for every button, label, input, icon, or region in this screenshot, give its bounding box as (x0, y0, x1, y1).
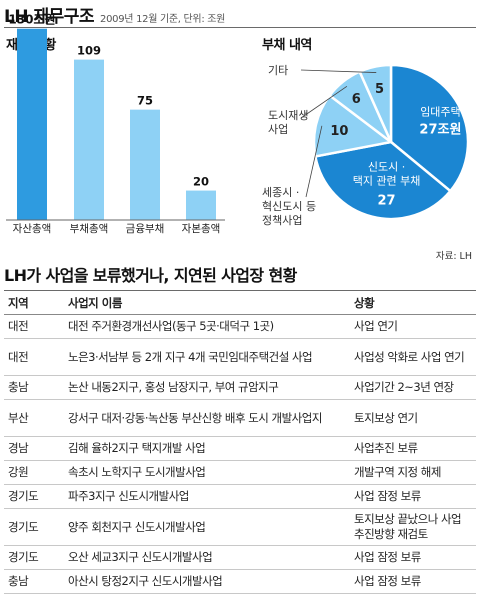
cell-region: 경기도 (4, 484, 64, 509)
cell-region: 경기도 (4, 545, 64, 570)
table-title: LH가 사업을 보류했거나, 지연된 사업장 현황 (4, 266, 297, 285)
pie-leader-line (300, 69, 377, 73)
pie-slice-value: 27 (378, 193, 396, 208)
cell-project: 아산시 탕정2지구 신도시개발사업 (64, 569, 350, 594)
cell-region: 경기도 (4, 508, 64, 546)
cell-status: 사업 연기 (350, 314, 476, 339)
cell-project: 논산 내동2지구, 홍성 남장지구, 부여 규암지구 (64, 375, 350, 400)
table-rule (4, 290, 476, 291)
bar-category-label: 금융부채 (126, 223, 165, 235)
cell-project: 김해 율하2지구 택지개발 사업 (64, 436, 350, 461)
cell-project: 양주 회천지구 신도시개발사업 (64, 508, 350, 546)
pie-leader-line (305, 125, 323, 198)
table-body: 대전 대전 주거환경개선사업(동구 5곳·대덕구 1곳) 사업 연기 대전 노은3·서남… (4, 314, 476, 594)
cell-status: 사업성 악화로 사업 연기 (350, 338, 476, 376)
header-rule (4, 27, 476, 28)
bar-value-label: 130조원 (8, 13, 55, 27)
pie-external-label: 세종시 · 혁신도시 등 정책사업 (262, 186, 316, 227)
pie-slice-value: 27조원 (419, 123, 461, 138)
table-row: 강원 속초시 노학지구 도시개발사업 개발구역 지정 해제 (4, 460, 476, 485)
pie-external-label: 기타 (268, 64, 288, 77)
table-header-row: 지역 사업지 이름 상황 (4, 292, 476, 315)
table-row: 충남 논산 내동2지구, 홍성 남장지구, 부여 규암지구 사업기간 2~3년 연장 (4, 375, 476, 400)
cell-region: 대전 (4, 314, 64, 339)
pie-slice-value: 5 (375, 82, 384, 97)
cell-region: 대전 (4, 338, 64, 376)
cell-region: 충남 (4, 569, 64, 594)
pie-slice-label: 임대주택 (420, 106, 460, 119)
cell-region: 부산 (4, 399, 64, 437)
cell-region: 경남 (4, 436, 64, 461)
pie-slice-value: 6 (352, 92, 361, 107)
cell-project: 파주3지구 신도시개발사업 (64, 484, 350, 509)
cell-status: 사업 잠정 보류 (350, 569, 476, 594)
header: LH 재무구조 2009년 12월 기준, 단위: 조원 (4, 2, 226, 27)
cell-status: 사업기간 2~3년 연장 (350, 375, 476, 400)
table-row: 충남 아산시 탕정2지구 신도시개발사업 사업 잠정 보류 (4, 569, 476, 594)
pie-slice-0 (389, 63, 470, 193)
bar-0 (17, 28, 47, 221)
pie-slice-1 (313, 140, 453, 221)
cell-status: 사업 잠정 보류 (350, 484, 476, 509)
cell-project: 속초시 노학지구 도시개발사업 (64, 460, 350, 485)
bar-category-label: 부채총액 (70, 223, 109, 235)
cell-status: 토지보상 연기 (350, 399, 476, 437)
table-row: 경기도 오산 세교3지구 신도시개발사업 사업 잠정 보류 (4, 545, 476, 570)
cell-status: 토지보상 끝났으나 사업 추진방향 재검토 (350, 508, 476, 546)
table-row: 경기도 양주 회천지구 신도시개발사업 토지보상 끝났으나 사업 추진방향 재검토 (4, 508, 476, 546)
table-row: 대전 대전 주거환경개선사업(동구 5곳·대덕구 1곳) 사업 연기 (4, 314, 476, 339)
page-title: LH 재무구조 (4, 7, 95, 27)
bar-category-label: 자본총액 (182, 223, 221, 235)
table-row: 경남 김해 율하2지구 택지개발 사업 사업추진 보류 (4, 436, 476, 461)
bar-category-label: 자산총액 (13, 223, 52, 235)
source-note: 자료: LH (435, 251, 472, 262)
cell-status: 개발구역 지정 해제 (350, 460, 476, 485)
pie-chart-title: 부채 내역 (262, 38, 312, 53)
table-row: 부산 강서구 대저·강동·녹산동 부산신항 배후 도시 개발사업지 토지보상 연기 (4, 399, 476, 437)
table-row: 대전 노은3·서남부 등 2개 지구 4개 국민임대주택건설 사업 사업성 악화로 … (4, 338, 476, 376)
header-project: 사업지 이름 (64, 292, 350, 315)
bar-2 (130, 109, 160, 220)
cell-region: 충남 (4, 375, 64, 400)
pie-leader-line (300, 86, 348, 119)
bar-value-label: 75 (137, 94, 153, 108)
cell-status: 사업추진 보류 (350, 436, 476, 461)
bar-1 (74, 59, 104, 220)
header-status: 상황 (350, 292, 476, 315)
pie-slice-value: 10 (330, 124, 348, 139)
cell-status: 사업 잠정 보류 (350, 545, 476, 570)
cell-project: 노은3·서남부 등 2개 지구 4개 국민임대주택건설 사업 (64, 338, 350, 376)
table-row: 경기도 파주3지구 신도시개발사업 사업 잠정 보류 (4, 484, 476, 509)
pie-slice-label: 신도시 · 택지 관련 부채 (353, 160, 421, 187)
cell-project: 오산 세교3지구 신도시개발사업 (64, 545, 350, 570)
unit-note: 2009년 12월 기준, 단위: 조원 (100, 14, 226, 25)
cell-project: 강서구 대저·강동·녹산동 부산신항 배후 도시 개발사업지 (64, 399, 350, 437)
bar-value-label: 20 (193, 175, 209, 189)
bar-3 (186, 190, 216, 220)
header-region: 지역 (4, 292, 64, 315)
projects-table: 지역 사업지 이름 상황 대전 대전 주거환경개선사업(동구 5곳·대덕구 1곳)… (4, 292, 476, 594)
cell-region: 강원 (4, 460, 64, 485)
pie-external-label: 도시재생 사업 (268, 109, 308, 136)
bar-value-label: 109 (77, 44, 101, 58)
cell-project: 대전 주거환경개선사업(동구 5곳·대덕구 1곳) (64, 314, 350, 339)
